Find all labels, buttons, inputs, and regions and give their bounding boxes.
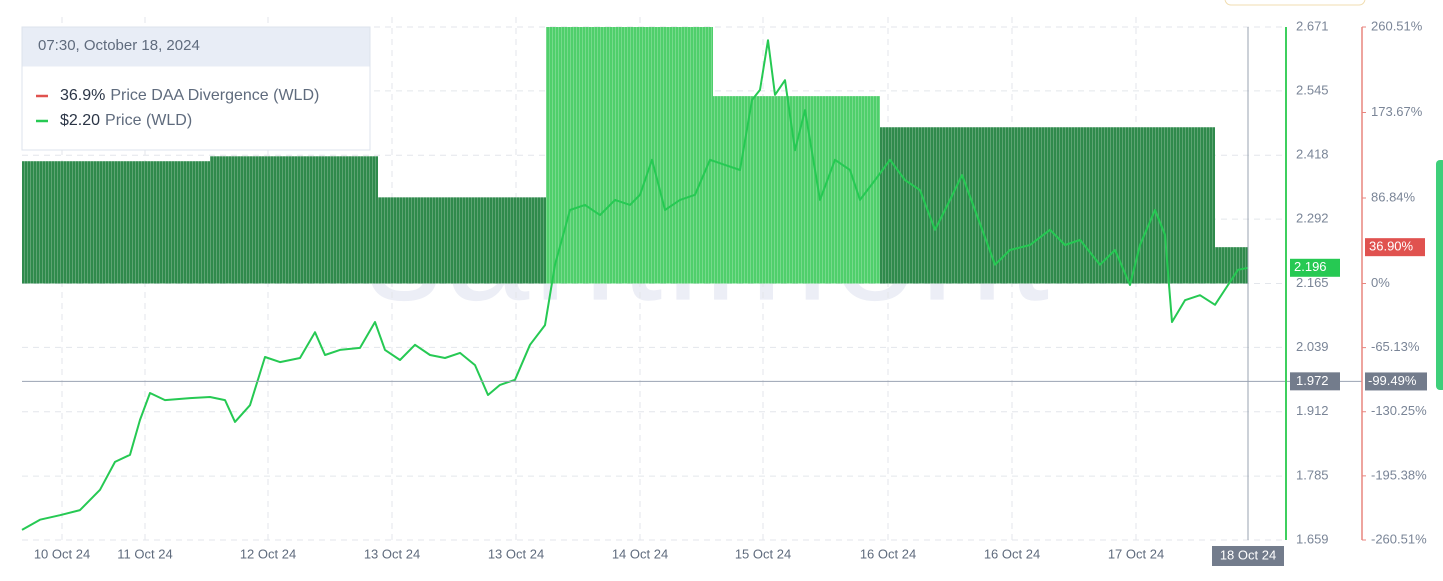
bar [210,156,378,284]
x-tick-label: 15 Oct 24 [735,546,791,561]
y2-tick-label: -260.51% [1371,531,1427,546]
crosshair-y2-box [1365,372,1427,391]
tooltip: 07:30, October 18, 2024 [21,26,371,151]
y-tick-label: 2.039 [1296,339,1329,354]
x-tick-label: 13 Oct 24 [364,546,420,561]
bar [546,27,713,284]
y-tick-label: 1.785 [1296,468,1329,483]
bar [22,161,210,284]
tooltip-date: 07:30, October 18, 2024 [38,37,200,54]
x-tick-label: 13 Oct 24 [488,546,544,561]
bar [1215,247,1248,284]
crosshair-y-label: 1.972 [1296,373,1329,388]
y2-tick-label: -130.25% [1371,403,1427,418]
last-divergence-label: 36.90% [1369,239,1414,254]
y-tick-label: 1.659 [1296,531,1329,546]
y-tick-label: 2.671 [1296,18,1329,33]
y2-tick-label: 260.51% [1371,18,1423,33]
crosshair-y2-label: -99.49% [1368,373,1417,388]
x-tick-label: 12 Oct 24 [240,546,296,561]
bar [713,96,880,284]
crosshair-x-box [1212,546,1284,566]
top-button[interactable] [1224,0,1366,6]
last-price-box [1290,258,1340,277]
x-tick-label: 11 Oct 24 [117,546,172,561]
lines [21,27,1362,540]
x-tick-label: 17 Oct 24 [1108,546,1164,561]
legend-entry: $2.20 Price (WLD) [60,112,192,129]
bar [880,127,1215,284]
legend-entry: 36.9% Price DAA Divergence (WLD) [60,87,319,104]
y-tick-label: 2.418 [1296,147,1329,162]
tooltip-items: 36.9% Price DAA Divergence (WLD) $2.20 Pric… [36,87,319,129]
y2-tick-label: -195.38% [1371,467,1427,482]
x-tick-label: 10 Oct 24 [34,546,90,561]
tooltip-header [22,27,370,67]
last-divergence-box [1365,238,1425,257]
legend-name: Price (WLD) [105,112,192,129]
x-tick-label: 16 Oct 24 [984,546,1040,561]
x-tick-label: 16 Oct 24 [860,546,916,561]
y2-tick-label: 86.84% [1371,189,1416,204]
x-tick-label: 14 Oct 24 [612,546,668,561]
y-tick-label: 2.165 [1296,275,1329,290]
y2-tick-label: -65.13% [1371,339,1420,354]
last-price-label: 2.196 [1294,259,1327,274]
bars [22,27,1248,284]
legend-value: $2.20 [60,112,100,129]
legend-name: Price DAA Divergence (WLD) [110,87,319,104]
bar [378,197,546,284]
crosshair-x-label: 18 Oct 24 [1220,547,1276,562]
y-tick-label: 1.912 [1296,403,1329,418]
legend-value: 36.9% [60,87,105,104]
side-tab[interactable] [1436,160,1443,390]
y2-tick-label: 0% [1371,275,1390,290]
y2-tick-label: 173.67% [1371,104,1423,119]
y-tick-label: 2.292 [1296,211,1329,226]
price-line [21,39,1249,531]
crosshair-y-box [1290,372,1340,391]
y-tick-label: 2.545 [1296,82,1329,97]
axes: 2.671 2.545 2.418 2.292 2.165 2.039 1.912 1.785… [34,18,1427,566]
